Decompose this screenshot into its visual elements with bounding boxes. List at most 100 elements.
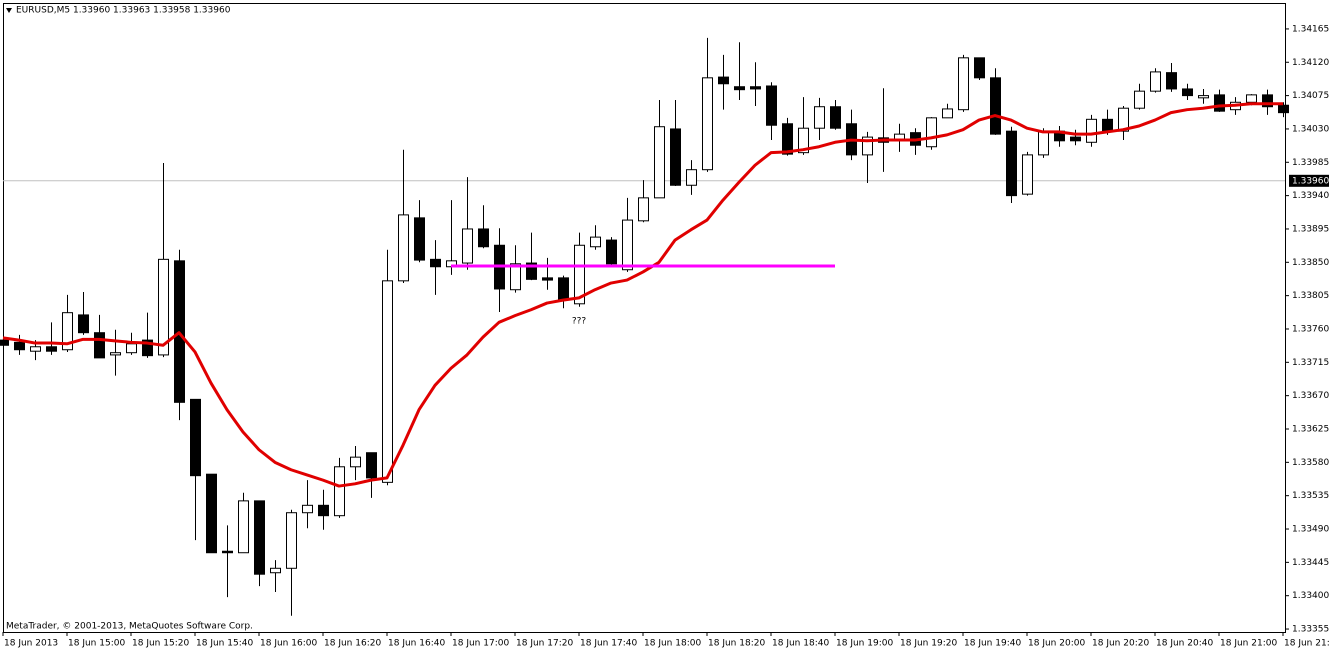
y-tick-label: 1.34030: [1292, 124, 1329, 134]
y-tick-label: 1.33850: [1292, 258, 1329, 268]
candle-body: [670, 128, 681, 186]
candle-body: [542, 277, 553, 281]
candle-body: [30, 346, 41, 352]
candle-body: [622, 219, 633, 271]
x-tick-label: 18 Jun 16:40: [388, 639, 445, 649]
candle-body: [62, 312, 73, 351]
candle-body: [478, 228, 489, 248]
candle-body: [1118, 107, 1129, 132]
candle-body: [734, 86, 745, 91]
candle-body: [1198, 95, 1209, 99]
candle-body: [462, 228, 473, 264]
x-tick-label: 18 Jun 2013: [4, 639, 58, 649]
candle-body: [414, 217, 425, 261]
candle-body: [1006, 130, 1017, 197]
x-tick-label: 18 Jun 19:20: [900, 639, 957, 649]
x-tick-label: 18 Jun 18:40: [772, 639, 829, 649]
current-price-label: 1.33960: [1292, 176, 1329, 186]
y-tick-label: 1.33715: [1292, 358, 1329, 368]
footer: MetaTrader, © 2001-2013, MetaQuotes Soft…: [6, 622, 253, 632]
x-tick-label: 18 Jun 17:00: [452, 639, 509, 649]
y-tick-label: 1.33625: [1292, 425, 1329, 435]
y-tick-label: 1.34120: [1292, 58, 1329, 68]
candle-body: [1246, 94, 1257, 103]
x-tick-label: 18 Jun 15:40: [196, 639, 253, 649]
x-tick-label: 18 Jun 15:20: [132, 639, 189, 649]
y-tick-label: 1.34165: [1292, 24, 1329, 34]
candle-body: [702, 77, 713, 171]
candle-body: [1182, 88, 1193, 97]
candle-body: [318, 504, 329, 517]
candle-body: [798, 127, 809, 154]
candle-body: [14, 341, 25, 351]
y-tick-label: 1.33535: [1292, 491, 1329, 501]
candle-body: [1278, 104, 1289, 114]
y-tick-label: 1.33490: [1292, 525, 1329, 535]
candle-body: [254, 500, 265, 575]
candle-body: [1038, 130, 1049, 156]
candle-body: [366, 452, 377, 479]
x-tick-label: 18 Jun 20:20: [1092, 639, 1149, 649]
candle-body: [142, 339, 153, 357]
y-tick-label: 1.33580: [1292, 458, 1329, 468]
candle-body: [206, 473, 217, 554]
menu-triangle: [6, 8, 12, 13]
moving-average: [2, 102, 1283, 488]
candle-body: [990, 77, 1001, 135]
y-tick-label: 1.33445: [1292, 558, 1329, 568]
candle-body: [382, 280, 393, 483]
candle-body: [574, 244, 585, 305]
x-tick-label: 18 Jun 17:20: [516, 639, 573, 649]
candle-body: [270, 567, 281, 574]
candle-body: [638, 197, 649, 222]
y-tick-label: 1.33940: [1292, 191, 1329, 201]
candle-body: [1102, 118, 1113, 132]
candle-body: [1070, 136, 1081, 142]
x-tick-label: 18 Jun 21:00: [1220, 639, 1277, 649]
candle-body: [782, 123, 793, 155]
annotation: ???: [572, 316, 587, 326]
x-tick-label: 18 Jun 17:40: [580, 639, 637, 649]
y-tick-label: 1.33760: [1292, 324, 1329, 334]
x-tick-label: 18 Jun 21:20: [1284, 639, 1329, 649]
candle-body: [78, 314, 89, 334]
x-tick-label: 18 Jun 18:00: [644, 639, 701, 649]
y-tick-label: 1.33355: [1292, 625, 1329, 635]
candle-body: [286, 512, 297, 569]
candle-body: [750, 86, 761, 90]
candle-body: [126, 343, 137, 354]
candle-body: [590, 236, 601, 248]
candle-body: [686, 169, 697, 186]
candle-body: [958, 57, 969, 111]
x-tick-label: 18 Jun 15:00: [68, 639, 125, 649]
candle-body: [974, 57, 985, 79]
x-tick-label: 18 Jun 19:00: [836, 639, 893, 649]
candle-body: [238, 500, 249, 554]
candle-body: [110, 352, 121, 356]
x-tick-label: 18 Jun 16:20: [324, 639, 381, 649]
y-tick-label: 1.33805: [1292, 291, 1329, 301]
candle-body: [398, 214, 409, 282]
plot-frame: [3, 3, 1286, 633]
candle-body: [766, 85, 777, 126]
y-tick-label: 1.33895: [1292, 224, 1329, 234]
y-tick-label: 1.33985: [1292, 158, 1329, 168]
candle-body: [1262, 94, 1273, 108]
chart-title: EURUSD,M5 1.33960 1.33963 1.33958 1.3396…: [16, 6, 231, 16]
candle-body: [510, 263, 521, 291]
candle-body: [830, 106, 841, 129]
candle-body: [46, 346, 57, 352]
candle-body: [158, 258, 169, 356]
x-tick-label: 18 Jun 19:40: [964, 639, 1021, 649]
candle-body: [942, 108, 953, 119]
x-tick-label: 18 Jun 18:20: [708, 639, 765, 649]
y-tick-label: 1.33400: [1292, 591, 1329, 601]
candle-body: [1150, 71, 1161, 92]
current-price-box: [1289, 174, 1329, 187]
y-tick-label: 1.33670: [1292, 391, 1329, 401]
candle-body: [654, 126, 665, 199]
candle-body: [334, 466, 345, 517]
x-tick-label: 18 Jun 16:00: [260, 639, 317, 649]
